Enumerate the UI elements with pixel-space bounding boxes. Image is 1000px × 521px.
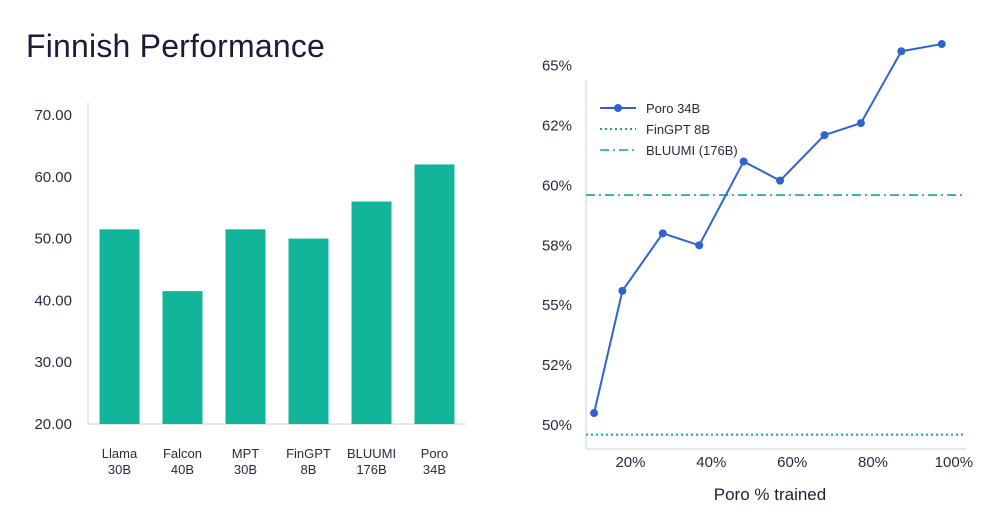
bar-category-label: 30B <box>234 462 257 477</box>
line-x-tick-label: 60% <box>777 454 807 471</box>
line-x-tick-label: 40% <box>696 454 726 471</box>
bar-category-label: MPT <box>232 446 260 461</box>
poro-data-point <box>739 157 748 166</box>
line-y-tick-label: 52% <box>542 357 572 374</box>
poro-data-point <box>618 286 627 295</box>
legend-fingpt-label: FinGPT 8B <box>646 122 710 137</box>
poro-data-point <box>695 241 704 250</box>
poro-data-point <box>658 229 667 238</box>
bar <box>351 201 392 424</box>
page-title: Finnish Performance <box>26 28 326 64</box>
line-y-tick-label: 58% <box>542 237 572 254</box>
poro-data-point <box>856 119 865 128</box>
line-chart: 50% 52% 55% 58% 60% 62% 65% 20% 40% 60% 80% 100% Por… <box>542 40 973 504</box>
bar-category-label: Llama <box>102 446 138 461</box>
bar-category-label: 176B <box>356 462 386 477</box>
bar <box>99 229 140 424</box>
poro-data-point <box>820 131 829 140</box>
bar-category-label: 40B <box>171 462 194 477</box>
bar-y-tick-label: 30.00 <box>34 354 72 371</box>
bar-y-tick-label: 60.00 <box>34 169 72 186</box>
bar-category-label: Falcon <box>163 446 202 461</box>
legend-bluumi-label: BLUUMI (176B) <box>646 143 738 158</box>
bar-category-label: BLUUMI <box>347 446 396 461</box>
line-legend: Poro 34B FinGPT 8B BLUUMI (176B) <box>600 101 738 158</box>
bar <box>288 238 329 424</box>
bar-category-label: FinGPT <box>286 446 331 461</box>
line-y-tick-label: 50% <box>542 417 572 434</box>
bar-y-tick-label: 50.00 <box>34 231 72 248</box>
line-x-tick-label: 80% <box>858 454 888 471</box>
bar-category-label: Poro <box>421 446 448 461</box>
line-y-tick-label: 65% <box>542 58 572 75</box>
line-x-tick-label: 100% <box>935 454 973 471</box>
poro-data-point <box>897 47 906 56</box>
poro-data-point <box>776 176 785 185</box>
line-y-tick-label: 55% <box>542 297 572 314</box>
bar-category-label: 8B <box>301 462 317 477</box>
bar-category-label: 30B <box>108 462 131 477</box>
line-x-tick-label: 20% <box>615 454 645 471</box>
bar <box>414 164 455 424</box>
legend-poro-label: Poro 34B <box>646 101 700 116</box>
poro-data-point <box>937 40 946 49</box>
legend-poro-marker <box>614 104 622 112</box>
bar-y-tick-label: 20.00 <box>34 416 72 433</box>
bar <box>162 291 203 424</box>
bar-y-tick-label: 70.00 <box>34 107 72 124</box>
line-y-tick-label: 62% <box>542 118 572 135</box>
bar-y-tick-label: 40.00 <box>34 292 72 309</box>
bar-chart: 20.0030.0040.0050.0060.0070.00Llama30BFa… <box>34 103 466 477</box>
poro-data-point <box>590 409 599 418</box>
bar <box>225 229 266 424</box>
line-x-axis-title: Poro % trained <box>714 485 826 504</box>
line-y-tick-label: 60% <box>542 177 572 194</box>
poro-series-line <box>593 43 942 414</box>
bar-category-label: 34B <box>423 462 446 477</box>
